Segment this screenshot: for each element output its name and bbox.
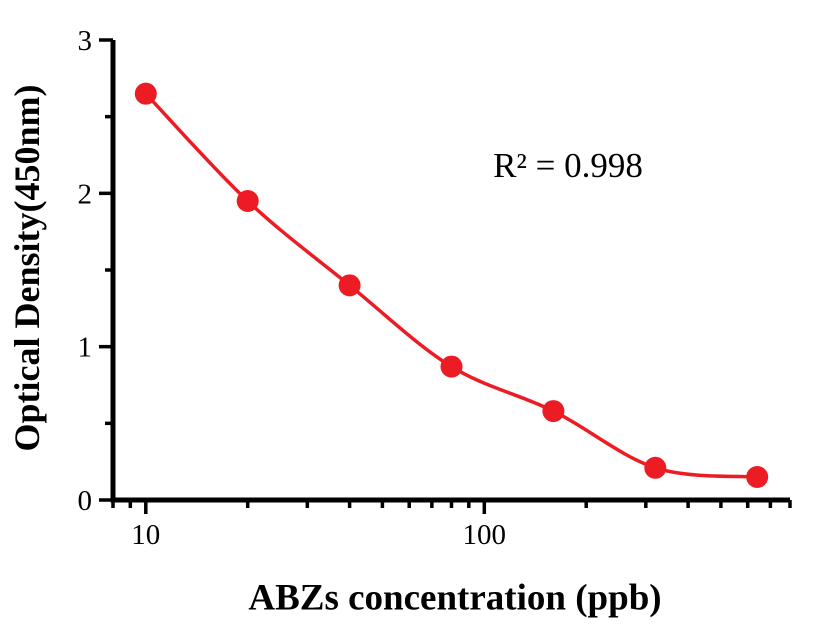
y-tick-label: 3 bbox=[78, 25, 93, 57]
x-axis-title: ABZs concentration (ppb) bbox=[248, 577, 662, 619]
data-point bbox=[338, 274, 361, 297]
data-point bbox=[542, 400, 565, 423]
r-squared-annotation: R² = 0.998 bbox=[493, 146, 643, 185]
x-tick-label: 10 bbox=[131, 519, 160, 551]
y-axis-title: Optical Density(450nm) bbox=[7, 84, 47, 452]
fit-curve bbox=[144, 91, 759, 479]
data-points-group bbox=[134, 82, 769, 488]
data-point bbox=[236, 190, 259, 212]
data-point bbox=[134, 82, 157, 105]
y-tick-label: 1 bbox=[78, 332, 93, 364]
y-tick-label: 2 bbox=[78, 178, 93, 210]
fit-curve-group bbox=[144, 91, 759, 479]
data-point bbox=[746, 466, 769, 488]
x-tick-label: 100 bbox=[463, 519, 507, 551]
axes bbox=[110, 40, 790, 503]
data-point bbox=[440, 355, 463, 378]
ticks bbox=[99, 38, 792, 514]
data-point bbox=[644, 456, 667, 479]
y-tick-label: 0 bbox=[78, 485, 93, 517]
tick-labels: 0 1 2 3 10 100 bbox=[78, 25, 507, 551]
